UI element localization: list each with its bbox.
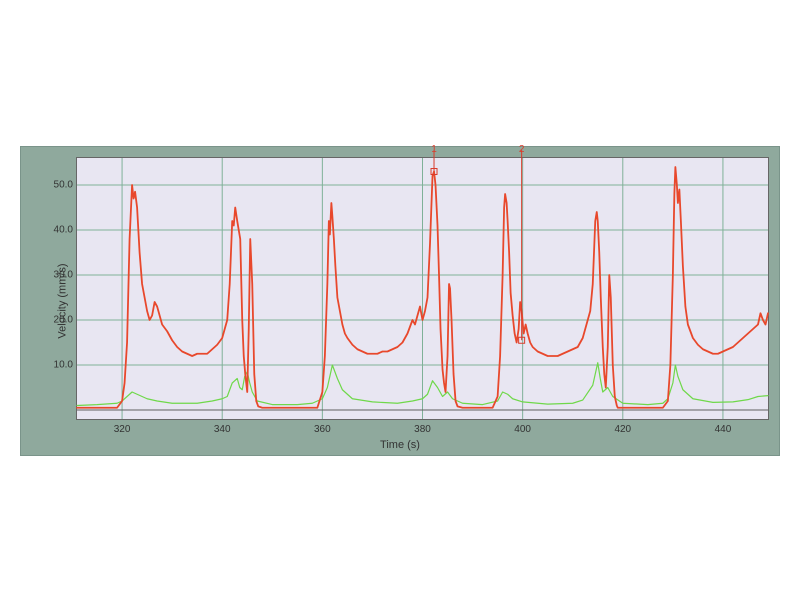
marker-label: 1: [431, 144, 437, 155]
y-tick-label: 40.0: [43, 224, 73, 235]
y-tick-label: 20.0: [43, 314, 73, 325]
chart-frame: Velocity (mm/s) Time (s) 10.020.030.040.…: [20, 146, 780, 456]
y-tick-label: 50.0: [43, 179, 73, 190]
x-axis-label: Time (s): [380, 439, 420, 451]
plot-area[interactable]: 10.020.030.040.050.032034036038040042044…: [76, 157, 769, 420]
x-tick-label: 360: [314, 424, 331, 435]
chart-svg: [77, 158, 768, 419]
x-tick-label: 440: [715, 424, 732, 435]
x-tick-label: 340: [214, 424, 231, 435]
marker-label: 2: [519, 144, 525, 155]
x-tick-label: 320: [114, 424, 131, 435]
plot-area-wrap: 10.020.030.040.050.032034036038040042044…: [76, 157, 769, 420]
y-tick-label: 30.0: [43, 269, 73, 280]
x-tick-label: 380: [414, 424, 431, 435]
y-tick-label: 10.0: [43, 359, 73, 370]
x-tick-label: 420: [614, 424, 631, 435]
x-tick-label: 400: [514, 424, 531, 435]
